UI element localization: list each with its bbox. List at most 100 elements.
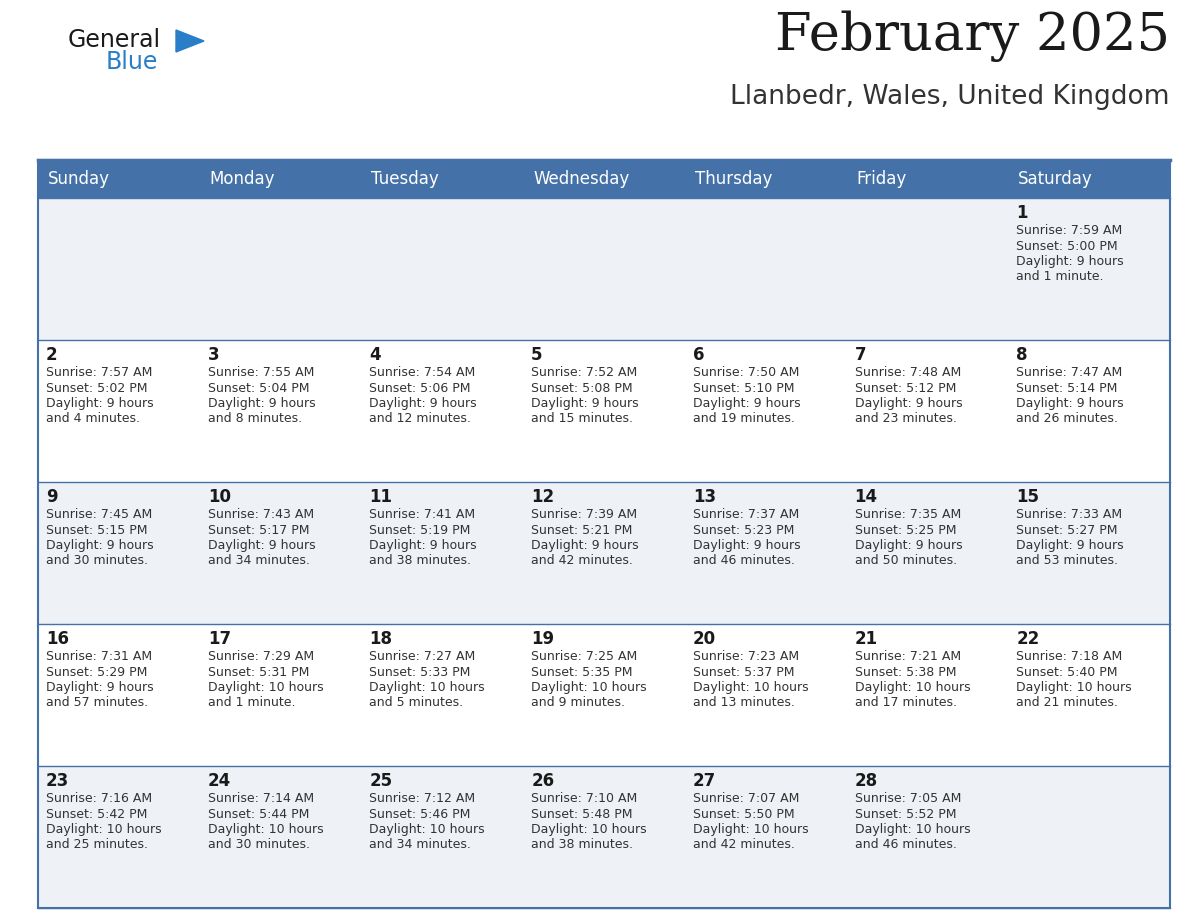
Text: 1: 1 (1016, 204, 1028, 222)
Text: Sunrise: 7:45 AM: Sunrise: 7:45 AM (46, 508, 152, 521)
Text: Friday: Friday (857, 170, 906, 188)
Bar (38, 482, 1170, 624)
Text: Sunset: 5:23 PM: Sunset: 5:23 PM (693, 523, 795, 536)
Text: and 57 minutes.: and 57 minutes. (46, 697, 148, 710)
Text: 10: 10 (208, 488, 230, 506)
Text: Sunrise: 7:57 AM: Sunrise: 7:57 AM (46, 366, 152, 379)
Text: Sunrise: 7:16 AM: Sunrise: 7:16 AM (46, 792, 152, 805)
Text: Sunset: 5:04 PM: Sunset: 5:04 PM (208, 382, 309, 395)
Text: Sunset: 5:08 PM: Sunset: 5:08 PM (531, 382, 633, 395)
Text: Sunset: 5:50 PM: Sunset: 5:50 PM (693, 808, 795, 821)
Text: Sunset: 5:15 PM: Sunset: 5:15 PM (46, 523, 147, 536)
Text: Sunrise: 7:33 AM: Sunrise: 7:33 AM (1016, 508, 1123, 521)
Text: Sunset: 5:29 PM: Sunset: 5:29 PM (46, 666, 147, 678)
Text: Daylight: 9 hours: Daylight: 9 hours (208, 539, 315, 552)
Text: Monday: Monday (210, 170, 276, 188)
Text: Daylight: 10 hours: Daylight: 10 hours (46, 823, 162, 836)
Text: Sunrise: 7:18 AM: Sunrise: 7:18 AM (1016, 650, 1123, 663)
Text: and 34 minutes.: and 34 minutes. (369, 838, 472, 852)
Text: and 1 minute.: and 1 minute. (1016, 271, 1104, 284)
Text: and 26 minutes.: and 26 minutes. (1016, 412, 1118, 426)
Text: and 21 minutes.: and 21 minutes. (1016, 697, 1118, 710)
Text: Sunset: 5:37 PM: Sunset: 5:37 PM (693, 666, 795, 678)
Text: Sunrise: 7:43 AM: Sunrise: 7:43 AM (208, 508, 314, 521)
Text: Sunrise: 7:59 AM: Sunrise: 7:59 AM (1016, 224, 1123, 237)
Text: Daylight: 9 hours: Daylight: 9 hours (693, 539, 801, 552)
Text: General: General (68, 28, 162, 52)
Text: 13: 13 (693, 488, 716, 506)
Text: Sunset: 5:35 PM: Sunset: 5:35 PM (531, 666, 633, 678)
Text: 23: 23 (46, 772, 69, 790)
Text: Tuesday: Tuesday (372, 170, 440, 188)
Text: Sunrise: 7:07 AM: Sunrise: 7:07 AM (693, 792, 800, 805)
Text: 14: 14 (854, 488, 878, 506)
Text: Daylight: 9 hours: Daylight: 9 hours (1016, 255, 1124, 268)
Text: Sunday: Sunday (48, 170, 110, 188)
Text: Sunrise: 7:31 AM: Sunrise: 7:31 AM (46, 650, 152, 663)
Text: Llanbedr, Wales, United Kingdom: Llanbedr, Wales, United Kingdom (731, 84, 1170, 110)
Text: Daylight: 9 hours: Daylight: 9 hours (531, 539, 639, 552)
Text: 27: 27 (693, 772, 716, 790)
Text: Sunset: 5:48 PM: Sunset: 5:48 PM (531, 808, 633, 821)
Bar (38, 624, 1170, 766)
Text: and 1 minute.: and 1 minute. (208, 697, 295, 710)
Text: and 12 minutes.: and 12 minutes. (369, 412, 472, 426)
Text: and 42 minutes.: and 42 minutes. (531, 554, 633, 567)
Text: 15: 15 (1016, 488, 1040, 506)
Text: and 25 minutes.: and 25 minutes. (46, 838, 148, 852)
Text: Sunset: 5:52 PM: Sunset: 5:52 PM (854, 808, 956, 821)
Text: Sunrise: 7:21 AM: Sunrise: 7:21 AM (854, 650, 961, 663)
Text: Sunrise: 7:23 AM: Sunrise: 7:23 AM (693, 650, 800, 663)
Text: Daylight: 10 hours: Daylight: 10 hours (531, 823, 646, 836)
Text: Sunrise: 7:14 AM: Sunrise: 7:14 AM (208, 792, 314, 805)
Bar (38, 160, 1170, 908)
Text: Daylight: 9 hours: Daylight: 9 hours (854, 397, 962, 410)
Text: Sunrise: 7:55 AM: Sunrise: 7:55 AM (208, 366, 314, 379)
Text: Sunset: 5:17 PM: Sunset: 5:17 PM (208, 523, 309, 536)
Text: Daylight: 9 hours: Daylight: 9 hours (369, 539, 478, 552)
Text: and 46 minutes.: and 46 minutes. (693, 554, 795, 567)
Text: 6: 6 (693, 346, 704, 364)
Text: Sunset: 5:40 PM: Sunset: 5:40 PM (1016, 666, 1118, 678)
Text: 19: 19 (531, 630, 555, 648)
Text: 22: 22 (1016, 630, 1040, 648)
Text: Sunrise: 7:54 AM: Sunrise: 7:54 AM (369, 366, 475, 379)
Text: and 46 minutes.: and 46 minutes. (854, 838, 956, 852)
Text: and 53 minutes.: and 53 minutes. (1016, 554, 1118, 567)
Text: and 23 minutes.: and 23 minutes. (854, 412, 956, 426)
Text: 20: 20 (693, 630, 716, 648)
Text: and 34 minutes.: and 34 minutes. (208, 554, 310, 567)
Text: Sunset: 5:14 PM: Sunset: 5:14 PM (1016, 382, 1118, 395)
Text: Sunrise: 7:48 AM: Sunrise: 7:48 AM (854, 366, 961, 379)
Text: Sunset: 5:21 PM: Sunset: 5:21 PM (531, 523, 632, 536)
Text: Daylight: 9 hours: Daylight: 9 hours (1016, 539, 1124, 552)
Text: Sunset: 5:44 PM: Sunset: 5:44 PM (208, 808, 309, 821)
Text: Sunset: 5:27 PM: Sunset: 5:27 PM (1016, 523, 1118, 536)
Text: Sunset: 5:12 PM: Sunset: 5:12 PM (854, 382, 956, 395)
Text: Sunset: 5:00 PM: Sunset: 5:00 PM (1016, 240, 1118, 252)
Text: 9: 9 (46, 488, 58, 506)
Text: 8: 8 (1016, 346, 1028, 364)
Text: Daylight: 10 hours: Daylight: 10 hours (208, 681, 323, 694)
Text: Blue: Blue (106, 50, 158, 74)
Text: 12: 12 (531, 488, 555, 506)
Text: and 13 minutes.: and 13 minutes. (693, 697, 795, 710)
Text: and 50 minutes.: and 50 minutes. (854, 554, 956, 567)
Text: and 38 minutes.: and 38 minutes. (369, 554, 472, 567)
Text: Sunrise: 7:10 AM: Sunrise: 7:10 AM (531, 792, 638, 805)
Text: Sunset: 5:25 PM: Sunset: 5:25 PM (854, 523, 956, 536)
Text: Daylight: 10 hours: Daylight: 10 hours (369, 823, 485, 836)
Text: Sunset: 5:06 PM: Sunset: 5:06 PM (369, 382, 470, 395)
Text: 16: 16 (46, 630, 69, 648)
Text: Daylight: 10 hours: Daylight: 10 hours (693, 681, 809, 694)
Text: Sunset: 5:46 PM: Sunset: 5:46 PM (369, 808, 470, 821)
Bar (38, 340, 1170, 482)
Text: Saturday: Saturday (1018, 170, 1093, 188)
Text: 26: 26 (531, 772, 555, 790)
Text: Sunrise: 7:41 AM: Sunrise: 7:41 AM (369, 508, 475, 521)
Bar (38, 766, 1170, 908)
Text: Sunrise: 7:29 AM: Sunrise: 7:29 AM (208, 650, 314, 663)
Text: Sunset: 5:33 PM: Sunset: 5:33 PM (369, 666, 470, 678)
Text: Sunset: 5:42 PM: Sunset: 5:42 PM (46, 808, 147, 821)
Text: and 19 minutes.: and 19 minutes. (693, 412, 795, 426)
